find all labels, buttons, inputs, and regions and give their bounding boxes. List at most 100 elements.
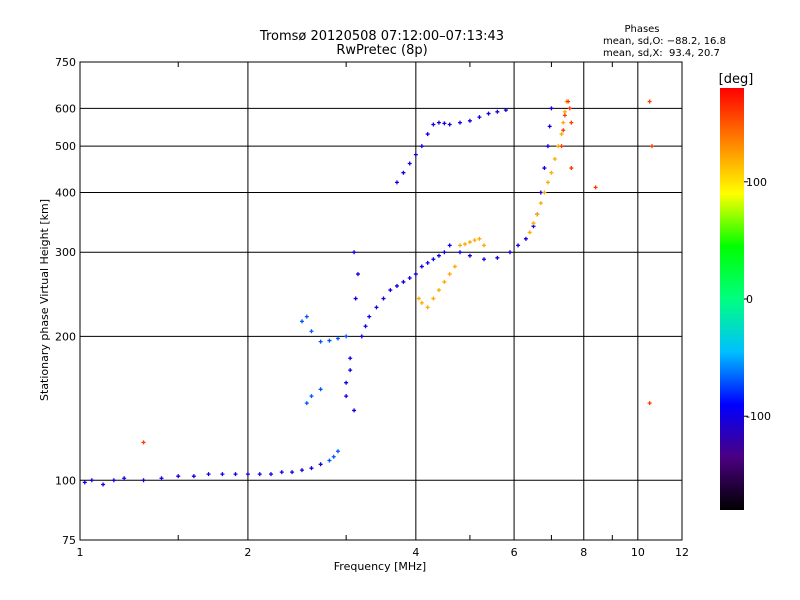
data-point [335, 449, 340, 454]
data-point [416, 296, 421, 301]
data-point [309, 466, 314, 471]
data-point [477, 236, 482, 241]
colorbar-tick-label: 0 [746, 293, 753, 306]
data-point [176, 474, 181, 479]
data-point [122, 476, 127, 481]
y-tick-label: 600 [55, 102, 76, 115]
data-point [569, 120, 574, 125]
data-point [401, 279, 406, 284]
data-point [545, 180, 550, 185]
data-point [566, 99, 571, 104]
data-point [299, 468, 304, 473]
data-point [363, 324, 368, 329]
data-point [562, 109, 567, 114]
data-point [331, 454, 336, 459]
data-point [394, 283, 399, 288]
data-point [413, 152, 418, 157]
stats-line-2: mean, sd,X: 93.4, 20.7 [603, 48, 720, 59]
data-point [388, 288, 393, 293]
data-point [279, 470, 284, 475]
x-tick-label: 1 [77, 546, 84, 559]
data-point [355, 272, 360, 277]
data-point [407, 275, 412, 280]
data-point [545, 144, 550, 149]
y-axis-label: Stationary phase Virtual Height [km] [38, 199, 51, 401]
stats-heading: Phases [624, 24, 659, 35]
data-point [647, 99, 652, 104]
data-point [486, 111, 491, 116]
data-point [407, 161, 412, 166]
data-point [394, 180, 399, 185]
data-point [220, 472, 225, 477]
x-tick-label: 4 [412, 546, 419, 559]
data-point [425, 260, 430, 265]
x-tick-label: 2 [244, 546, 251, 559]
data-point [141, 440, 146, 445]
plot-background [80, 62, 682, 540]
data-point [431, 296, 436, 301]
data-point [562, 113, 567, 118]
data-point [327, 338, 332, 343]
data-point [191, 474, 196, 479]
y-tick-label: 750 [55, 56, 76, 69]
chart-title: Tromsø 20120508 07:12:00–07:13:43 [259, 29, 504, 44]
data-point [503, 108, 508, 113]
data-point [538, 201, 543, 206]
data-point [89, 478, 94, 483]
data-point [348, 368, 353, 373]
data-point [374, 305, 379, 310]
data-point [348, 356, 353, 361]
data-point [561, 128, 566, 133]
x-tick-label: 6 [511, 546, 518, 559]
data-point [352, 408, 357, 413]
plot-frame [79, 61, 683, 541]
data-point [458, 120, 463, 125]
data-point [436, 120, 441, 125]
y-tick-label: 75 [62, 534, 76, 547]
data-point [381, 296, 386, 301]
data-point [436, 288, 441, 293]
data-point [495, 255, 500, 260]
colorbar-tick-label: -100 [746, 410, 771, 423]
data-point [257, 472, 262, 477]
data-point [542, 166, 547, 171]
y-tick-label: 300 [55, 246, 76, 259]
data-point [472, 238, 477, 243]
stats-line-1: mean, sd,O: −88.2, 16.8 [603, 36, 726, 47]
plot-area [80, 62, 682, 540]
data-point [327, 458, 332, 463]
data-point [482, 243, 487, 248]
data-point [309, 394, 314, 399]
data-point [304, 314, 309, 319]
data-point [508, 250, 513, 255]
data-point [206, 472, 211, 477]
data-point [111, 478, 116, 483]
data-point [419, 300, 424, 305]
data-point [101, 482, 106, 487]
data-point [425, 305, 430, 310]
data-point [425, 132, 430, 137]
data-point [547, 124, 552, 129]
data-point [335, 336, 340, 341]
data-point [549, 170, 554, 175]
data-point [401, 170, 406, 175]
x-tick-label: 8 [580, 546, 587, 559]
data-point [442, 121, 447, 126]
colorbar-label: [deg] [719, 72, 754, 87]
data-point [344, 334, 349, 339]
data-point [159, 476, 164, 481]
data-point [567, 106, 572, 111]
data-point [353, 296, 358, 301]
colorbar-gradient [720, 88, 744, 510]
chart-subtitle: RwPretec (8p) [336, 43, 427, 58]
data-point [304, 401, 309, 406]
data-point [344, 380, 349, 385]
data-point [318, 462, 323, 467]
data-point [467, 240, 472, 245]
y-tick-label: 500 [55, 140, 76, 153]
data-point [436, 253, 441, 258]
data-point [559, 144, 564, 149]
data-point [538, 190, 543, 195]
